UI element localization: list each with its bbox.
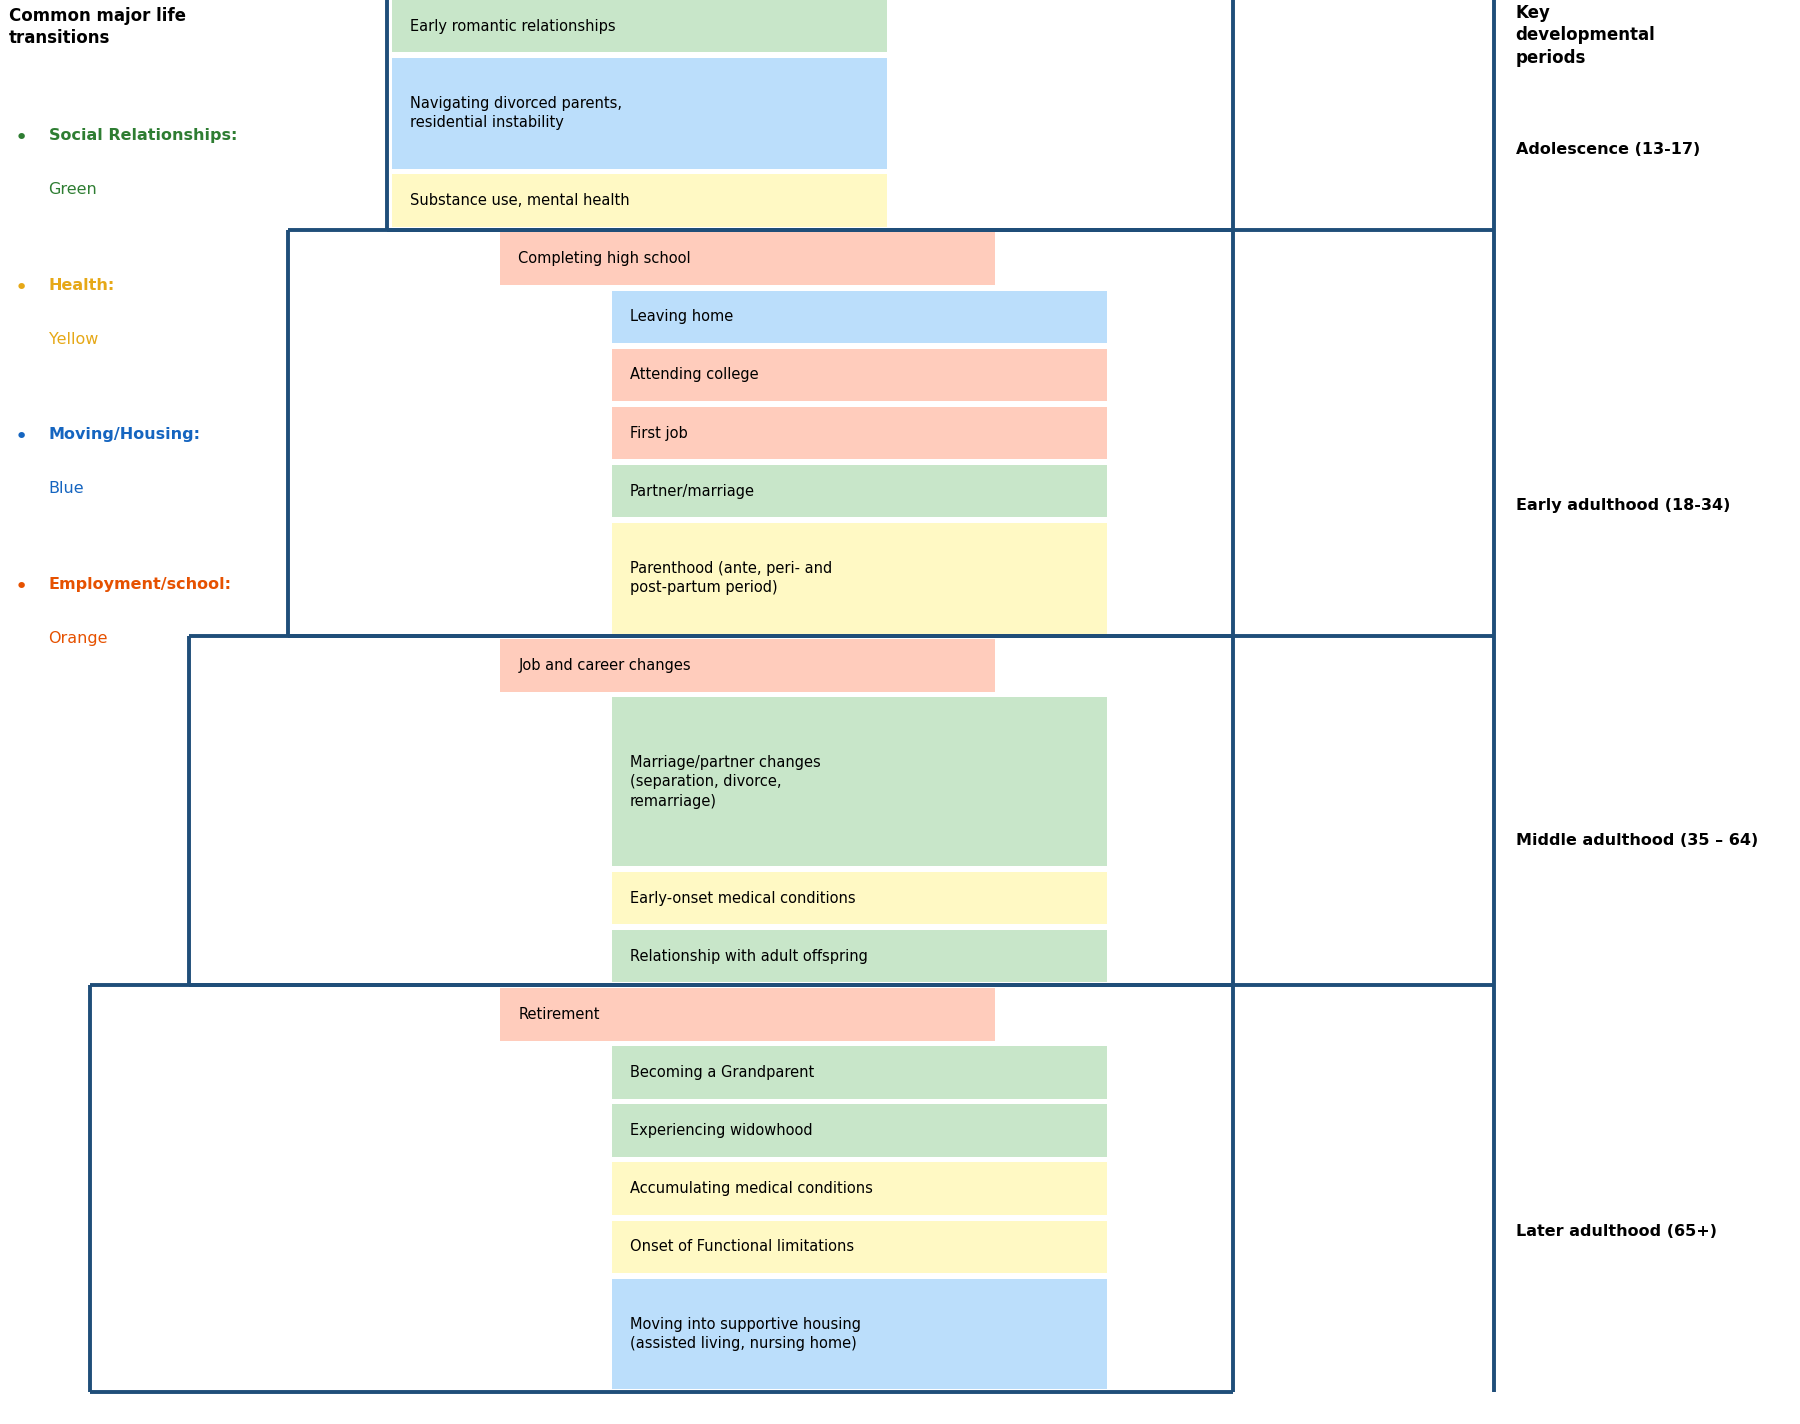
FancyBboxPatch shape (612, 349, 1107, 402)
Text: Relationship with adult offspring: Relationship with adult offspring (630, 948, 868, 964)
Text: Substance use, mental health: Substance use, mental health (410, 194, 630, 208)
FancyBboxPatch shape (612, 1220, 1107, 1273)
Text: •: • (14, 577, 27, 597)
Text: Moving into supportive housing
(assisted living, nursing home): Moving into supportive housing (assisted… (630, 1317, 860, 1351)
FancyBboxPatch shape (392, 174, 887, 226)
Text: Retirement: Retirement (518, 1007, 599, 1022)
Text: Leaving home: Leaving home (630, 309, 733, 325)
FancyBboxPatch shape (612, 1162, 1107, 1215)
FancyBboxPatch shape (612, 407, 1107, 460)
FancyBboxPatch shape (612, 930, 1107, 983)
FancyBboxPatch shape (612, 290, 1107, 343)
Text: Common major life
transitions: Common major life transitions (9, 7, 185, 47)
Text: •: • (14, 128, 27, 148)
Text: Early romantic relationships: Early romantic relationships (410, 19, 616, 34)
FancyBboxPatch shape (392, 58, 887, 168)
Text: Social Relationships:: Social Relationships: (49, 128, 238, 144)
Text: Adolescence (13-17): Adolescence (13-17) (1516, 142, 1699, 157)
Text: Later adulthood (65+): Later adulthood (65+) (1516, 1225, 1717, 1239)
Text: Attending college: Attending college (630, 367, 758, 383)
Text: Orange: Orange (49, 631, 108, 646)
Text: Accumulating medical conditions: Accumulating medical conditions (630, 1180, 873, 1196)
Text: Partner/marriage: Partner/marriage (630, 484, 754, 498)
Text: Parenthood (ante, peri- and
post-partum period): Parenthood (ante, peri- and post-partum … (630, 561, 832, 595)
FancyBboxPatch shape (500, 232, 995, 285)
Text: Key
developmental
periods: Key developmental periods (1516, 4, 1656, 67)
Text: Yellow: Yellow (49, 332, 97, 347)
Text: Marriage/partner changes
(separation, divorce,
remarriage): Marriage/partner changes (separation, di… (630, 755, 821, 809)
FancyBboxPatch shape (612, 523, 1107, 634)
Text: Green: Green (49, 182, 97, 198)
FancyBboxPatch shape (612, 1279, 1107, 1390)
Text: •: • (14, 278, 27, 298)
Text: Employment/school:: Employment/school: (49, 577, 232, 592)
Text: Experiencing widowhood: Experiencing widowhood (630, 1124, 812, 1138)
FancyBboxPatch shape (612, 1105, 1107, 1156)
Text: Navigating divorced parents,
residential instability: Navigating divorced parents, residential… (410, 97, 623, 131)
Text: Becoming a Grandparent: Becoming a Grandparent (630, 1065, 814, 1079)
FancyBboxPatch shape (500, 988, 995, 1041)
Text: Moving/Housing:: Moving/Housing: (49, 427, 200, 443)
Text: Blue: Blue (49, 481, 85, 497)
FancyBboxPatch shape (612, 871, 1107, 924)
FancyBboxPatch shape (612, 1047, 1107, 1099)
Text: Onset of Functional limitations: Onset of Functional limitations (630, 1239, 855, 1255)
FancyBboxPatch shape (392, 0, 887, 53)
Text: Job and career changes: Job and career changes (518, 658, 691, 674)
Text: Completing high school: Completing high school (518, 251, 691, 266)
Text: Middle adulthood (35 – 64): Middle adulthood (35 – 64) (1516, 833, 1759, 847)
Text: Early adulthood (18-34): Early adulthood (18-34) (1516, 498, 1730, 513)
Text: First job: First job (630, 426, 688, 440)
FancyBboxPatch shape (612, 466, 1107, 517)
Text: Early-onset medical conditions: Early-onset medical conditions (630, 890, 855, 906)
FancyBboxPatch shape (612, 698, 1107, 866)
FancyBboxPatch shape (500, 639, 995, 692)
Text: Health:: Health: (49, 278, 115, 293)
Text: •: • (14, 427, 27, 447)
